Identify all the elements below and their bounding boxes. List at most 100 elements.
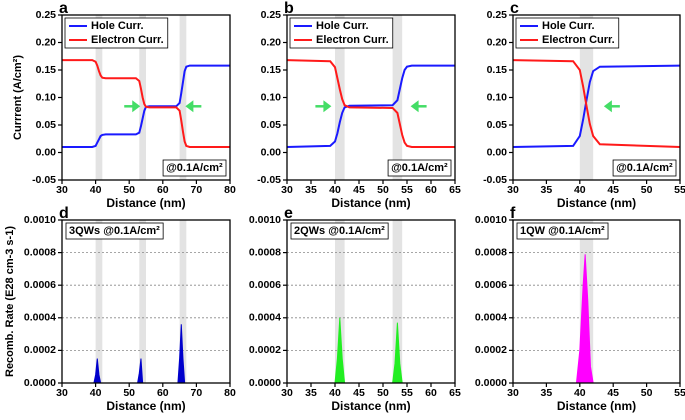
x-tick-label: 30 <box>507 184 519 196</box>
x-axis-title: Distance (nm) <box>557 196 636 210</box>
panel-label: f <box>510 205 516 222</box>
line-series <box>62 59 230 148</box>
plot-frame <box>61 219 231 384</box>
arrow-head <box>603 100 612 113</box>
arrow-head <box>410 100 419 113</box>
x-tick-label: 40 <box>90 184 102 196</box>
y-tick-label: 0.10 <box>36 91 57 103</box>
qw-region <box>392 220 403 383</box>
y-tick-label: 0.00 <box>261 146 282 158</box>
line-series <box>512 64 681 148</box>
x-tick-label: 45 <box>353 387 365 399</box>
panel-label: e <box>284 205 293 222</box>
annotation-box <box>387 159 452 177</box>
annotation-box <box>516 222 609 240</box>
qw-region <box>95 220 103 383</box>
x-tick-label: 70 <box>191 184 203 196</box>
x-axis-title: Distance (nm) <box>331 196 410 210</box>
y-tick-label: 0.05 <box>36 119 57 131</box>
x-tick-label: 50 <box>641 184 653 196</box>
x-tick-label: 55 <box>401 184 413 196</box>
annotation: 1QW @0.1A/cm² <box>520 225 605 237</box>
arrow-head <box>132 100 141 113</box>
x-tick-label: 65 <box>449 184 461 196</box>
x-tick-label: 40 <box>329 184 341 196</box>
x-tick-label: 50 <box>377 387 389 399</box>
annotation: 3QWs @0.1A/cm² <box>69 225 160 237</box>
x-tick-label: 30 <box>507 387 519 399</box>
qw-region <box>335 15 345 180</box>
y-tick-label: 0.25 <box>36 9 57 21</box>
y-tick-label: 0.0002 <box>24 344 56 356</box>
x-axis-title: Distance (nm) <box>557 399 636 413</box>
x-tick-label: 45 <box>353 184 365 196</box>
arrow-head <box>323 100 332 113</box>
x-tick-label: 50 <box>123 184 135 196</box>
y-tick-label: 0.05 <box>261 119 282 131</box>
y-tick-label: -0.05 <box>257 174 281 186</box>
annotation: 2QWs @0.1A/cm² <box>294 225 385 237</box>
x-tick-label: 35 <box>541 184 553 196</box>
legend-label: Hole Curr. <box>316 20 369 32</box>
line-series <box>62 64 230 148</box>
y-tick-label: 0.00 <box>36 146 57 158</box>
x-tick-label: 70 <box>191 387 203 399</box>
y-tick-label: 0.20 <box>261 36 282 48</box>
annotation: @0.1A/cm² <box>616 162 673 174</box>
y-tick-label: 0.0008 <box>475 246 507 258</box>
y-tick-label: 0.15 <box>261 64 282 76</box>
y-tick-label: 0.0004 <box>249 312 281 324</box>
legend: Hole Curr. Electron Curr. <box>289 17 394 49</box>
x-tick-label: 40 <box>329 387 341 399</box>
qw-region <box>335 220 345 383</box>
x-tick-label: 30 <box>56 184 68 196</box>
qw-region <box>179 15 187 180</box>
x-tick-label: 40 <box>90 387 102 399</box>
annotation: @0.1A/cm² <box>391 162 448 174</box>
plot-frame <box>286 219 456 384</box>
y-tick-label: 0.20 <box>36 36 57 48</box>
y-tick-label: 0.0002 <box>249 344 281 356</box>
area-series <box>513 254 680 384</box>
y-tick-label: 0.0000 <box>24 377 56 389</box>
panel-label: a <box>59 0 68 17</box>
y-axis-title: Currrent (A/cm²) <box>12 55 24 140</box>
x-tick-label: 55 <box>401 387 413 399</box>
x-axis-title: Distance (nm) <box>106 196 185 210</box>
panel-label: b <box>284 0 294 17</box>
y-tick-label: 0.10 <box>261 91 282 103</box>
x-tick-label: 55 <box>674 184 685 196</box>
line-series <box>512 59 681 148</box>
qw-region <box>95 15 103 180</box>
annotation: @0.1A/cm² <box>166 162 223 174</box>
legend-label: Hole Curr. <box>542 20 595 32</box>
y-tick-label: 0.20 <box>487 36 508 48</box>
x-tick-label: 60 <box>425 184 437 196</box>
y-tick-label: 0.25 <box>261 9 282 21</box>
annotation-box <box>65 222 164 240</box>
y-tick-label: 0.10 <box>487 91 508 103</box>
y-tick-label: 0.0010 <box>475 214 507 226</box>
x-tick-label: 60 <box>157 184 169 196</box>
annotation-box <box>290 222 389 240</box>
legend-box <box>289 17 394 49</box>
x-tick-label: 35 <box>541 387 553 399</box>
y-tick-label: 0.0002 <box>475 344 507 356</box>
legend: Hole Curr. Electron Curr. <box>515 17 620 49</box>
x-tick-label: 40 <box>574 387 586 399</box>
line-series <box>286 64 455 148</box>
x-axis-title: Distance (nm) <box>106 399 185 413</box>
legend-label: Hole Curr. <box>91 20 144 32</box>
legend-label: Electron Curr. <box>542 34 615 46</box>
x-tick-label: 30 <box>281 184 293 196</box>
y-tick-label: 0.00 <box>487 146 508 158</box>
x-tick-label: 45 <box>607 184 619 196</box>
x-tick-label: 35 <box>305 387 317 399</box>
legend-box <box>515 17 620 49</box>
y-tick-label: 0.0008 <box>249 246 281 258</box>
x-tick-label: 50 <box>641 387 653 399</box>
y-tick-label: 0.0004 <box>24 312 56 324</box>
panel-label: c <box>510 0 519 17</box>
y-tick-label: 0.0006 <box>475 279 507 291</box>
